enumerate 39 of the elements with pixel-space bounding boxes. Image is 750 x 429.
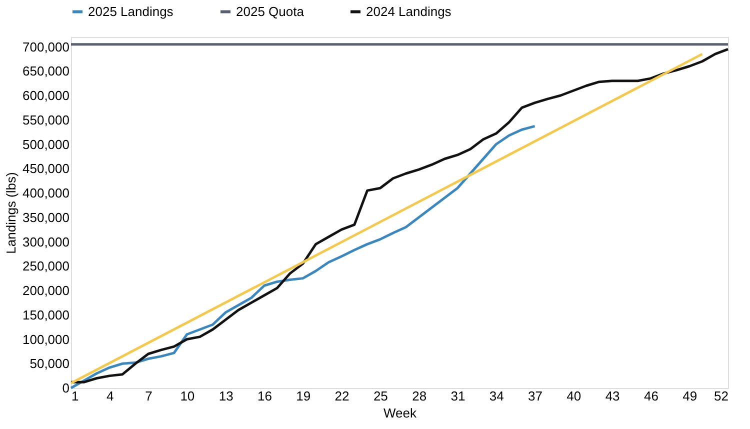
legend-label: 2025 Landings <box>88 4 174 19</box>
x-tick-label: 13 <box>218 388 234 404</box>
legend-label: 2025 Quota <box>236 4 305 19</box>
y-tick-label: 500,000 <box>22 136 70 152</box>
y-tick-label: 250,000 <box>22 258 70 274</box>
y-tick-label: 600,000 <box>22 88 70 103</box>
x-tick-label: 22 <box>334 388 350 404</box>
x-tick-label: 28 <box>412 388 427 404</box>
x-tick-label: 1 <box>72 388 79 404</box>
x-tick-label: 10 <box>180 388 195 404</box>
x-tick-label: 34 <box>489 388 504 404</box>
y-tick-label: 300,000 <box>22 234 70 250</box>
y-tick-label: 50,000 <box>30 356 70 372</box>
y-tick-label: 450,000 <box>22 161 70 176</box>
y-tick-label: 650,000 <box>22 64 70 79</box>
x-tick-label: 49 <box>682 388 698 404</box>
line-series <box>70 124 536 390</box>
x-tick-label: 37 <box>528 388 542 404</box>
x-tick-label: 46 <box>644 388 658 404</box>
x-tick-label: 16 <box>258 388 272 404</box>
y-axis-title: Landings (lbs) <box>4 172 19 254</box>
x-tick-label: 19 <box>296 388 311 404</box>
x-tick-label: 52 <box>714 388 728 404</box>
x-tick-label: 43 <box>605 388 620 404</box>
y-tick-label: 400,000 <box>22 186 70 200</box>
x-tick-label: 4 <box>106 388 114 404</box>
y-tick-label: 100,000 <box>22 332 70 347</box>
y-tick-label: 700,000 <box>22 39 70 54</box>
x-tick-label: 31 <box>450 388 466 404</box>
x-axis-title: Week <box>384 406 417 420</box>
y-tick-label: 0 <box>62 380 70 396</box>
y-tick-label: 150,000 <box>22 307 70 322</box>
x-tick-label: 40 <box>566 388 582 404</box>
y-tick-label: 550,000 <box>22 112 70 128</box>
legend-label: 2024 Landings <box>366 4 452 19</box>
y-tick-label: 350,000 <box>22 210 70 225</box>
x-tick-label: 25 <box>373 388 388 404</box>
x-tick-label: 7 <box>145 388 152 404</box>
y-tick-label: 200,000 <box>22 283 70 298</box>
